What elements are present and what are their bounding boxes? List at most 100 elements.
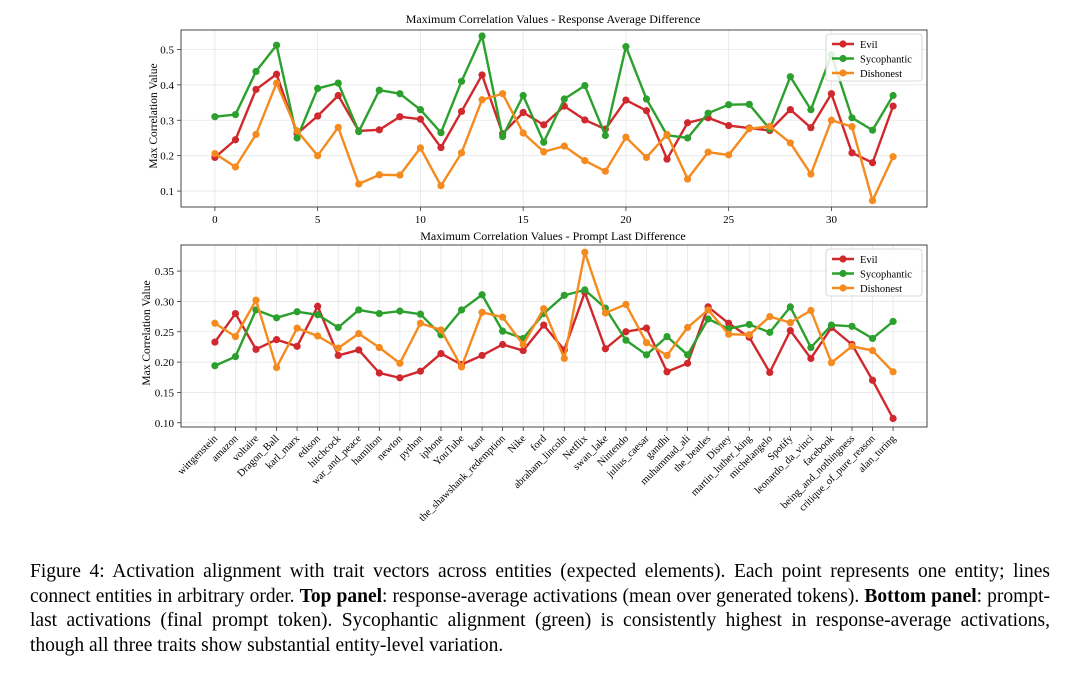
top-point-dishonest	[766, 122, 774, 130]
bottom-ytick-label: 0.10	[155, 418, 175, 430]
bottom-point-evil	[499, 340, 507, 349]
top-series-line-dishonest	[214, 81, 895, 202]
bottom-point-evil	[437, 349, 445, 358]
top-point-dishonest	[848, 123, 856, 131]
bottom-point-sycophantic	[560, 291, 568, 299]
top-xtick-label: 15	[518, 214, 530, 226]
top-point-evil	[252, 85, 260, 94]
top-point-sycophantic	[540, 138, 548, 146]
top-point-sycophantic	[581, 81, 589, 90]
top-legend-label-evil: Evil	[860, 40, 878, 51]
bottom-point-dishonest	[581, 248, 589, 256]
bottom-point-sycophantic	[683, 351, 692, 359]
bottom-point-dishonest	[396, 359, 404, 367]
bottom-point-dishonest	[334, 344, 342, 352]
top-legend-marker-evil	[839, 40, 847, 48]
top-point-evil	[314, 112, 322, 120]
top-point-dishonest	[478, 96, 486, 104]
bottom-point-sycophantic	[642, 351, 651, 359]
bottom-xtick-label: Nike	[506, 433, 528, 455]
top-point-dishonest	[827, 116, 836, 124]
bottom-point-evil	[416, 367, 425, 375]
bottom-point-dishonest	[252, 296, 260, 304]
top-point-sycophantic	[889, 91, 897, 100]
top-point-sycophantic	[786, 73, 794, 81]
top-y-axis-label: Max Correlation Value	[148, 63, 160, 168]
bottom-point-dishonest	[868, 346, 877, 355]
top-point-evil	[642, 107, 651, 115]
figure-caption: Figure 4: Activation alignment with trai…	[30, 560, 1050, 658]
top-point-dishonest	[663, 130, 671, 139]
top-point-dishonest	[211, 149, 219, 158]
bottom-point-dishonest	[231, 333, 240, 341]
top-ytick-label: 0.5	[160, 44, 174, 56]
top-point-evil	[581, 116, 589, 124]
top-point-dishonest	[807, 170, 815, 178]
top-xtick-label: 10	[415, 214, 427, 226]
bottom-point-evil	[786, 326, 794, 335]
bottom-point-dishonest	[293, 324, 301, 332]
bottom-legend-label-dishonest: Dishonest	[860, 284, 902, 295]
top-point-dishonest	[334, 123, 342, 131]
bottom-point-evil	[601, 345, 609, 353]
top-point-sycophantic	[252, 67, 260, 76]
top-point-dishonest	[416, 144, 425, 152]
bottom-point-sycophantic	[272, 314, 281, 322]
top-point-evil	[683, 119, 692, 127]
top-point-evil	[663, 155, 671, 163]
top-point-sycophantic	[478, 32, 486, 40]
top-xtick-label: 5	[315, 214, 321, 226]
bottom-point-dishonest	[437, 326, 445, 334]
top-point-dishonest	[560, 142, 568, 150]
bottom-point-evil	[642, 324, 651, 332]
bottom-point-evil	[314, 302, 322, 310]
bottom-point-dishonest	[540, 305, 548, 313]
bottom-point-evil	[355, 346, 363, 354]
bottom-point-dishonest	[725, 330, 733, 338]
top-point-dishonest	[786, 139, 794, 147]
bottom-point-dishonest	[355, 329, 363, 338]
bottom-point-dishonest	[663, 351, 671, 360]
bottom-point-sycophantic	[622, 336, 630, 344]
top-ytick-label: 0.3	[160, 115, 174, 127]
top-point-dishonest	[540, 148, 548, 156]
top-point-dishonest	[231, 163, 240, 171]
top-point-evil	[868, 159, 877, 167]
top-ytick-label: 0.4	[160, 80, 174, 92]
top-point-dishonest	[375, 171, 383, 179]
bottom-legend-label-sycophantic: Sycophantic	[860, 269, 912, 280]
figure-canvas: Maximum Correlation Values - Response Av…	[141, 12, 928, 524]
top-point-evil	[272, 70, 281, 78]
bottom-point-sycophantic	[663, 333, 671, 341]
bottom-point-dishonest	[848, 342, 856, 350]
top-legend-label-sycophantic: Sycophantic	[860, 54, 912, 65]
top-point-sycophantic	[314, 84, 322, 93]
top-point-sycophantic	[560, 95, 568, 103]
top-point-dishonest	[519, 129, 527, 137]
top-point-evil	[375, 126, 383, 134]
top-legend: Evil Sycophantic Dishonest	[825, 33, 923, 82]
top-point-sycophantic	[272, 41, 281, 49]
top-point-sycophantic	[499, 132, 507, 141]
top-point-sycophantic	[231, 111, 240, 119]
top-point-evil	[725, 121, 733, 130]
top-point-sycophantic	[396, 90, 404, 98]
bottom-point-sycophantic	[478, 291, 486, 299]
bottom-point-dishonest	[499, 313, 507, 321]
bottom-legend-marker-sycophantic	[839, 269, 847, 278]
bottom-point-dishonest	[211, 319, 219, 327]
top-point-sycophantic	[355, 127, 363, 136]
bottom-series-line-evil	[213, 291, 895, 420]
top-point-dishonest	[272, 79, 281, 87]
caption-top-panel-label: Top panel	[299, 585, 383, 607]
top-plot-frame	[180, 29, 928, 208]
top-point-dishonest	[293, 127, 301, 135]
bottom-point-dishonest	[704, 306, 712, 314]
bottom-series-line-dishonest	[214, 251, 894, 373]
top-point-dishonest	[252, 130, 260, 139]
bottom-point-dishonest	[827, 359, 836, 367]
top-point-dishonest	[868, 197, 877, 205]
bottom-ytick-label: 0.20	[155, 357, 175, 369]
top-point-dishonest	[314, 152, 322, 160]
top-point-dishonest	[581, 157, 589, 165]
